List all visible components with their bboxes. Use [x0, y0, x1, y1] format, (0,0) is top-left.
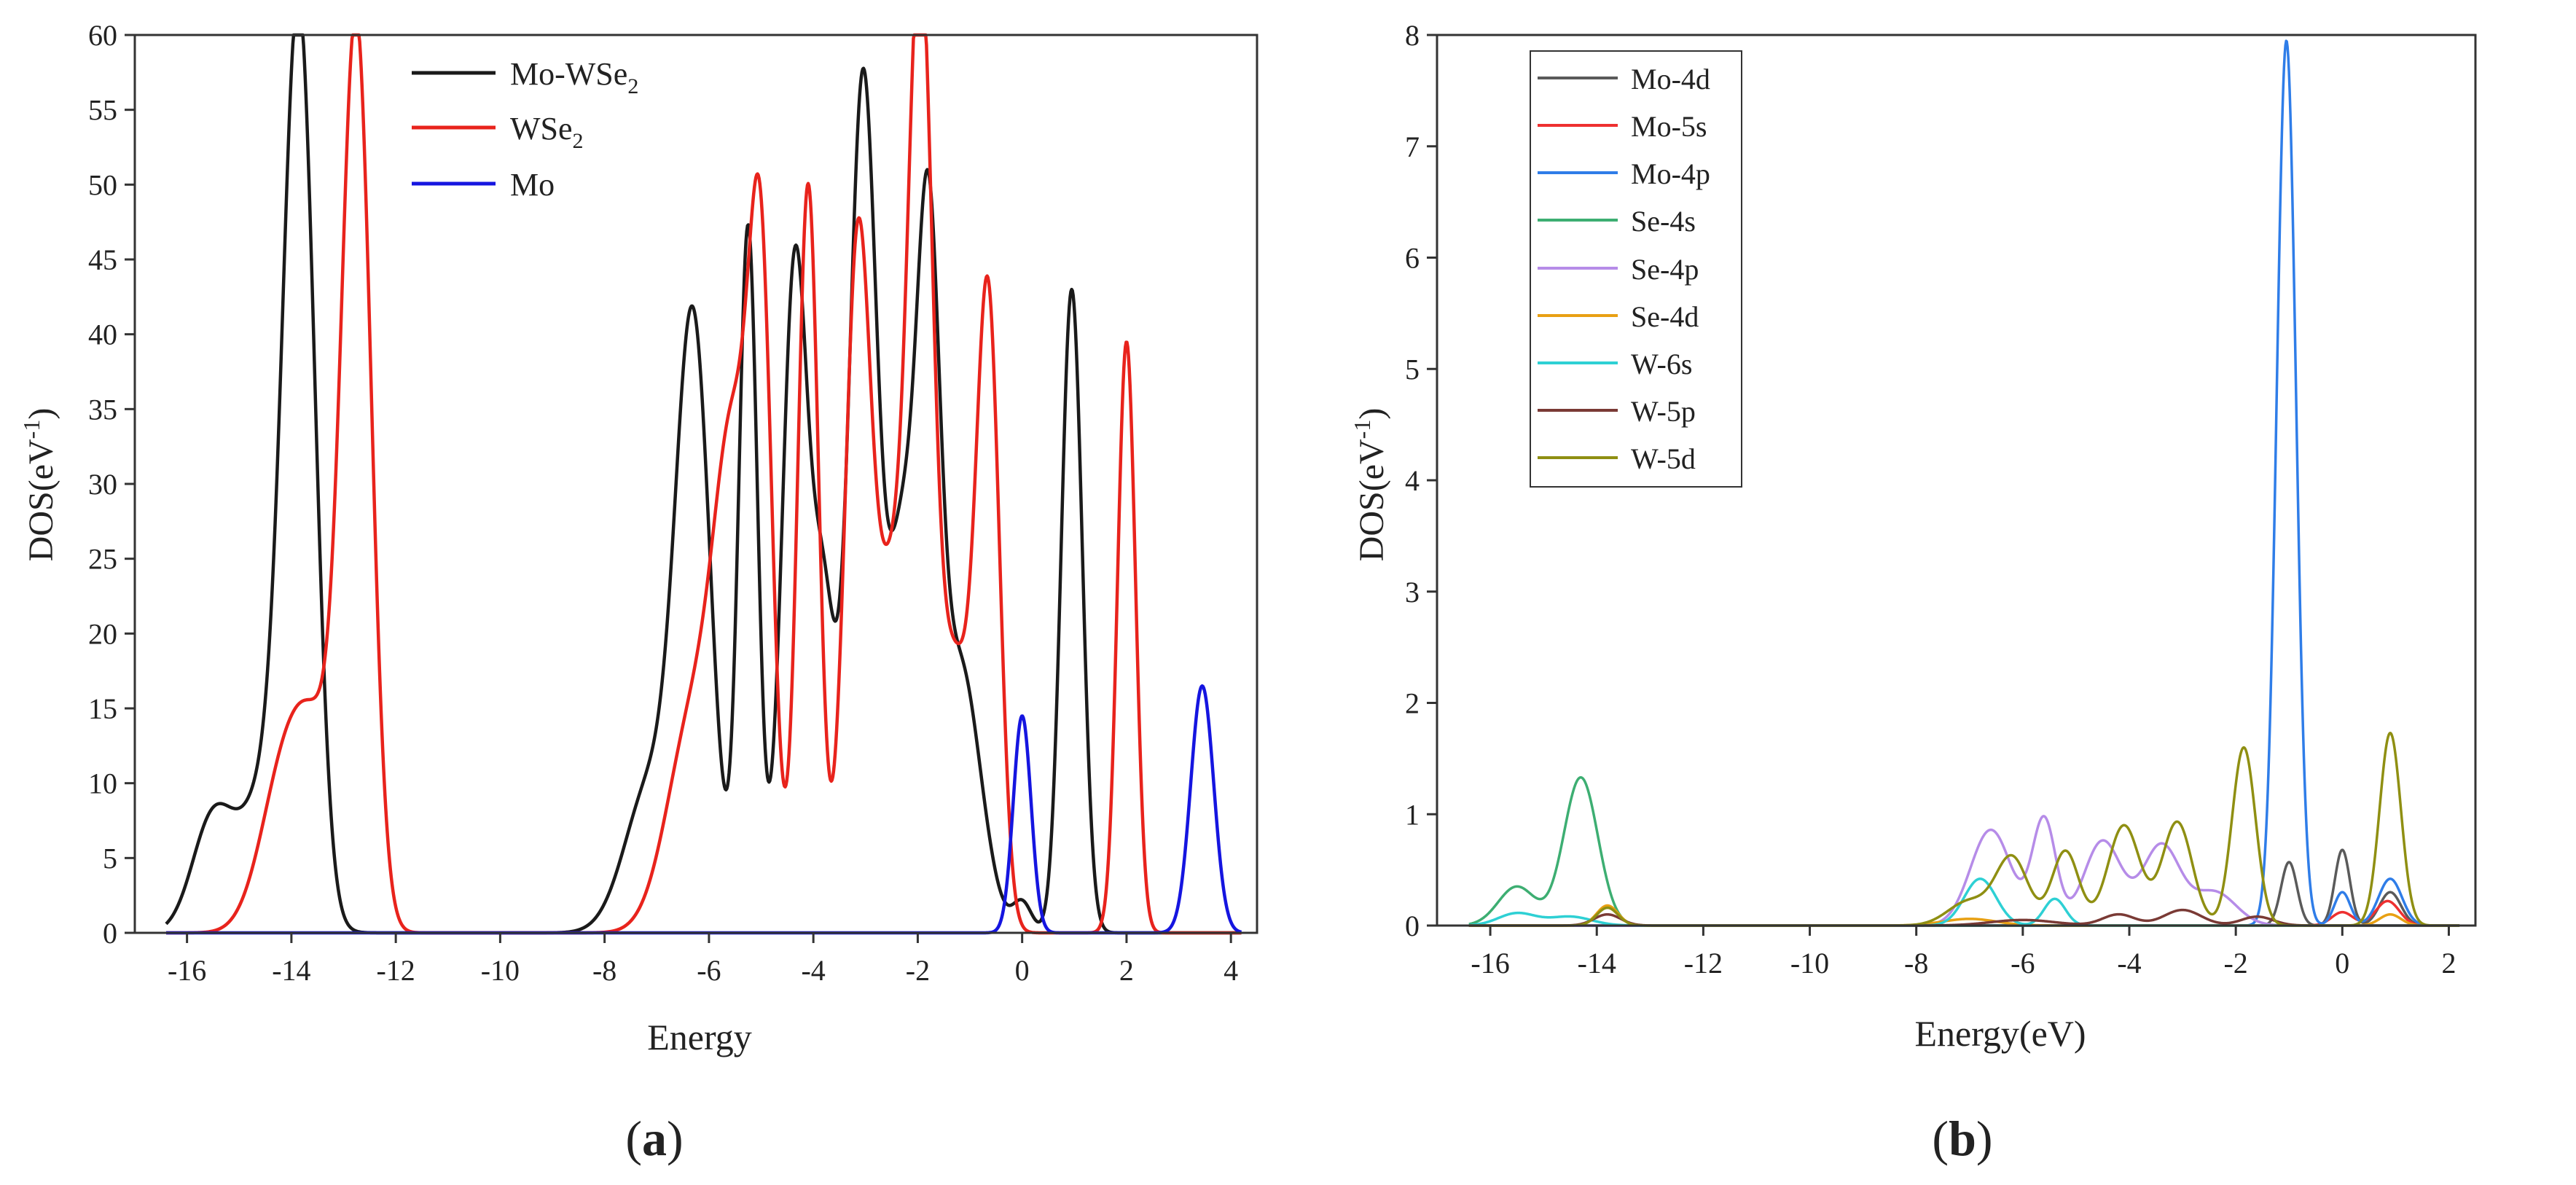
panel-a-dos-total: DOS(eV-1) Energy (a) Mo-WSe2 WSe2 Mo -16… [18, 19, 1258, 1166]
panel-a-xtick-label: -8 [592, 954, 616, 987]
panel-b-xtick-label: -12 [1684, 947, 1723, 979]
panel-b-caption-open: ( [1932, 1111, 1949, 1166]
panel-b-xtick-label: -2 [2223, 947, 2247, 979]
panel-a-ytick-label: 0 [103, 917, 117, 950]
panel-a-ytick-label: 5 [103, 842, 117, 875]
panel-b-ylabel-main: DOS(eV [1352, 439, 1391, 561]
panel-a-caption: (a) [625, 1111, 683, 1166]
panel-a-legend-label-1: WSe2 [510, 111, 584, 153]
panel-b-dos-partial: DOS(eV-1) Energy(eV) (b) Mo-4d Mo-5s Mo-… [1349, 19, 2477, 1166]
panel-b-legend-label-8: W-5d [1631, 442, 1696, 475]
panel-b-caption-close: ) [1976, 1111, 1993, 1166]
panel-a-xtick-label: -4 [801, 954, 825, 987]
panel-a-xtick-label: -16 [168, 954, 206, 987]
panel-b-xtick-label: -10 [1790, 947, 1829, 979]
panel-a-xtick-label: -10 [481, 954, 520, 987]
panel-b-legend-label-1: Mo-5s [1631, 110, 1707, 143]
panel-b-ylabel: DOS(eV-1) [1349, 408, 1391, 562]
panel-b-legend-label-5: Se-4d [1631, 300, 1699, 333]
panel-b-xtick-label: -14 [1578, 947, 1616, 979]
panel-b-xtick-label: -4 [2117, 947, 2141, 979]
panel-b-ytick-label: 8 [1405, 19, 1420, 52]
panel-a-ytick-label: 55 [88, 94, 117, 127]
panel-a-xtick-label: 0 [1015, 954, 1030, 987]
panel-a-legend-label-0: Mo-WSe2 [510, 56, 638, 98]
panel-a-caption-open: ( [625, 1111, 642, 1166]
panel-a-caption-close: ) [667, 1111, 684, 1166]
panel-a-legend-main-2: Mo [510, 167, 555, 203]
panel-a-legend-main-1: WSe [510, 111, 573, 146]
panel-b-caption: (b) [1932, 1111, 1992, 1166]
panel-a-ytick-label: 25 [88, 543, 117, 576]
panel-a-legend-label-2: Mo [510, 167, 555, 203]
panel-b-xlabel: Energy(eV) [1914, 1013, 2086, 1054]
panel-a-series-mo-wse2 [165, 33, 1242, 935]
panel-a-ytick-label: 10 [88, 767, 117, 800]
panel-a-ytick-label: 50 [88, 168, 117, 201]
panel-a-ytick-label: 35 [88, 393, 117, 426]
panel-a-legend-main-0: Mo-WSe [510, 56, 627, 92]
panel-a-ytick-label: 20 [88, 617, 117, 650]
panel-b-ylabel-close: ) [1352, 408, 1391, 420]
panel-b-ytick-label: 3 [1405, 576, 1420, 609]
panel-b-ytick-label: 2 [1405, 687, 1420, 720]
panel-b-ytick-label: 7 [1405, 130, 1420, 163]
panel-b-xtick-label: -8 [1904, 947, 1928, 979]
panel-a-ylabel-sup: -1 [18, 420, 44, 439]
panel-b-xtick-label: -6 [2011, 947, 2035, 979]
panel-a-ytick-label: 60 [88, 19, 117, 52]
panel-a-ytick-label: 45 [88, 243, 117, 276]
panel-b-legend: Mo-4d Mo-5s Mo-4p Se-4s Se-4p Se-4d W-6s… [1530, 50, 1742, 488]
panel-b-ylabel-sup: -1 [1349, 420, 1375, 439]
panel-b-ytick-label: 5 [1405, 353, 1420, 386]
panel-b-legend-label-2: Mo-4p [1631, 157, 1710, 190]
panel-a-ytick-label: 40 [88, 318, 117, 351]
panel-a-legend: Mo-WSe2 WSe2 Mo [412, 56, 638, 203]
panel-b-legend-label-7: W-5p [1631, 395, 1696, 428]
panel-a-caption-letter: a [642, 1111, 667, 1166]
panel-a-xlabel: Energy [647, 1017, 751, 1057]
panel-b-xtick-label: 2 [2441, 947, 2456, 979]
panel-a-ylabel-close: ) [22, 408, 60, 420]
panel-b-ytick-label: 6 [1405, 242, 1420, 275]
panel-a-xtick-label: -12 [376, 954, 415, 987]
panel-a-xtick-label: -6 [697, 954, 721, 987]
panel-b-ytick-label: 1 [1405, 798, 1420, 831]
panel-b-legend-label-4: Se-4p [1631, 253, 1699, 286]
panel-a-xtick-label: 4 [1224, 954, 1238, 987]
panel-a-xtick-label: -14 [272, 954, 310, 987]
panel-b-ytick-label: 0 [1405, 910, 1420, 942]
panel-b-legend-label-3: Se-4s [1631, 205, 1696, 238]
panel-a-legend-sub-1: 2 [573, 129, 584, 153]
panel-a-xtick-label: -2 [906, 954, 930, 987]
panel-b-xtick-label: 0 [2335, 947, 2349, 979]
panel-b-ytick-label: 4 [1405, 464, 1420, 497]
panel-a-ylabel-main: DOS(eV [22, 439, 60, 561]
panel-a-ytick-label: 15 [88, 692, 117, 725]
panel-a-ytick-label: 30 [88, 468, 117, 501]
panel-b-legend-label-0: Mo-4d [1631, 63, 1710, 95]
panel-b-legend-label-6: W-6s [1631, 348, 1692, 380]
panel-a-legend-sub-0: 2 [627, 74, 638, 98]
panel-b-caption-letter: b [1949, 1111, 1976, 1166]
panel-a-ylabel: DOS(eV-1) [18, 408, 60, 562]
panel-a-xtick-label: 2 [1119, 954, 1134, 987]
panel-b-xtick-label: -16 [1471, 947, 1509, 979]
